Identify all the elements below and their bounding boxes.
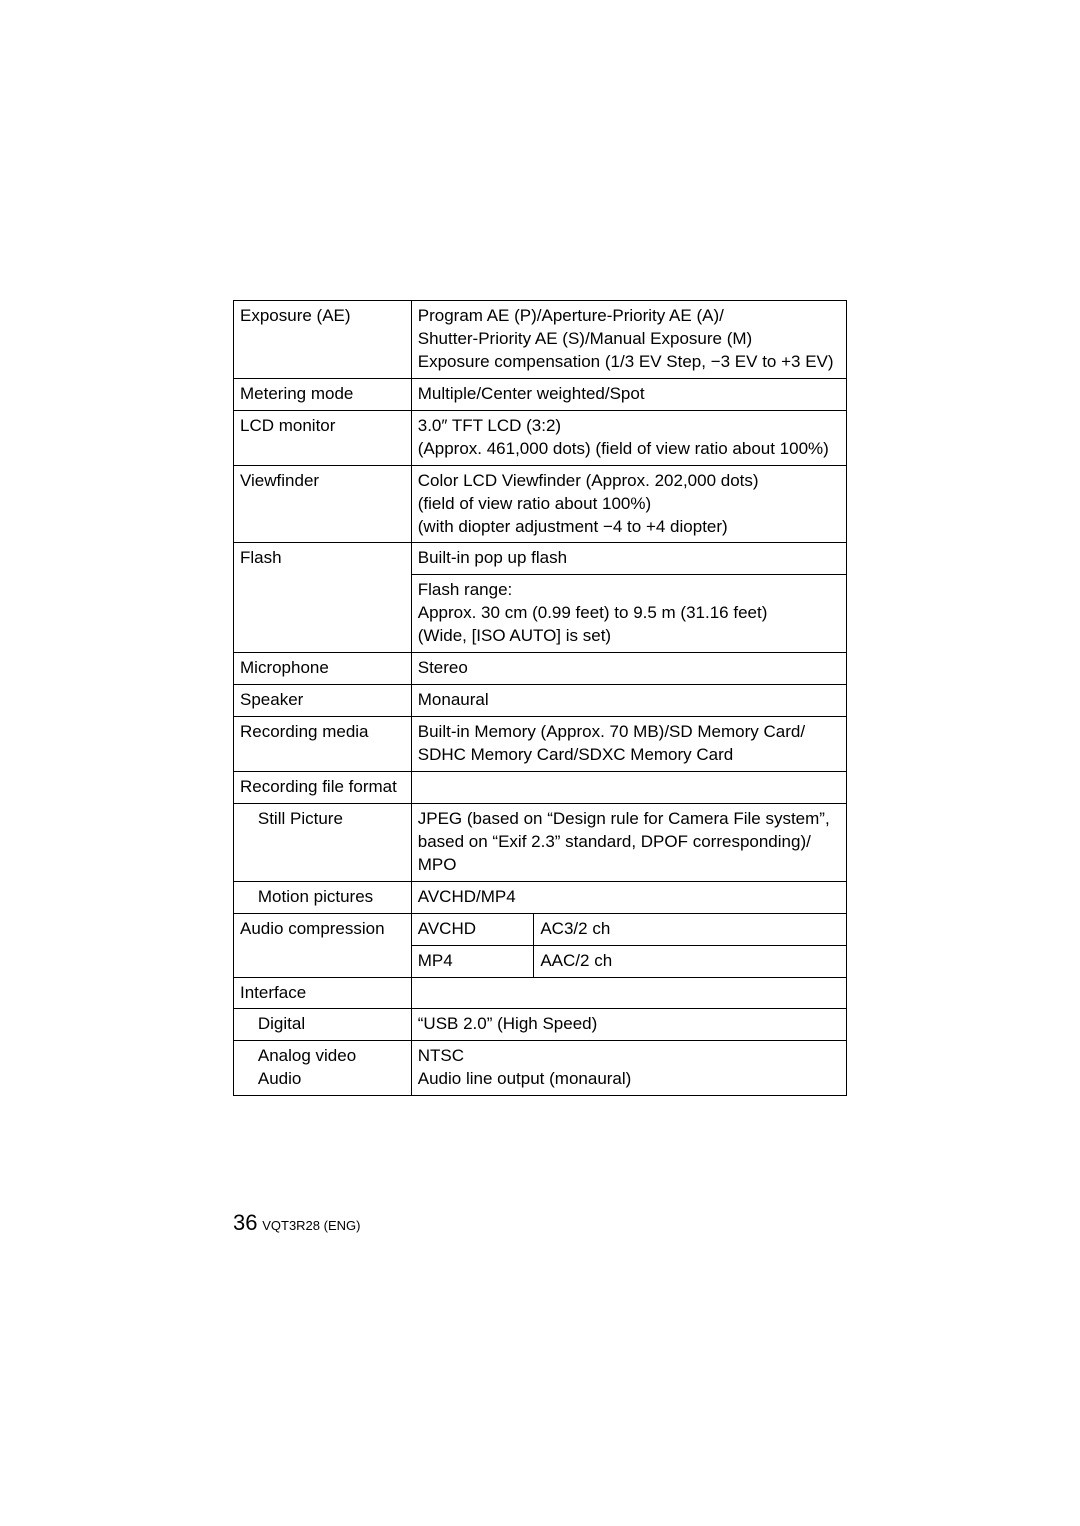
indent-cell — [234, 881, 252, 913]
page-footer: 36 VQT3R28 (ENG) — [233, 1210, 360, 1236]
row-label: Recording file format — [234, 771, 412, 803]
row-value: AVCHD/MP4 — [411, 881, 846, 913]
row-value: AC3/2 ch — [534, 913, 847, 945]
row-label: Metering mode — [234, 378, 412, 410]
row-value: Built-in pop up flash — [411, 543, 846, 575]
row-label: Audio compression — [234, 913, 412, 977]
page-number: 36 — [233, 1210, 257, 1235]
row-label: Flash — [234, 543, 412, 653]
row-value: 3.0″ TFT LCD (3:2) (Approx. 461,000 dots… — [411, 410, 846, 465]
row-value: NTSC Audio line output (monaural) — [411, 1041, 846, 1096]
row-value: Stereo — [411, 653, 846, 685]
row-label: Viewfinder — [234, 465, 412, 543]
row-value: “USB 2.0” (High Speed) — [411, 1009, 846, 1041]
row-label: Recording media — [234, 717, 412, 772]
row-value: Multiple/Center weighted/Spot — [411, 378, 846, 410]
row-label: Microphone — [234, 653, 412, 685]
row-value: Monaural — [411, 685, 846, 717]
row-value: Built-in Memory (Approx. 70 MB)/SD Memor… — [411, 717, 846, 772]
row-value: AVCHD — [411, 913, 534, 945]
row-sublabel: Still Picture — [252, 803, 411, 881]
row-sublabel: Digital — [252, 1009, 411, 1041]
spec-table: Exposure (AE) Program AE (P)/Aperture-Pr… — [233, 300, 847, 1096]
row-label: Exposure (AE) — [234, 301, 412, 379]
row-sublabel: Analog video Audio — [252, 1041, 411, 1096]
row-label: Speaker — [234, 685, 412, 717]
row-value: Color LCD Viewfinder (Approx. 202,000 do… — [411, 465, 846, 543]
row-value: Program AE (P)/Aperture-Priority AE (A)/… — [411, 301, 846, 379]
row-value: AAC/2 ch — [534, 945, 847, 977]
row-value — [411, 771, 846, 803]
row-value: MP4 — [411, 945, 534, 977]
row-value: Flash range: Approx. 30 cm (0.99 feet) t… — [411, 575, 846, 653]
doc-code: VQT3R28 (ENG) — [262, 1218, 360, 1233]
indent-cell — [234, 803, 252, 881]
row-label: Interface — [234, 977, 412, 1009]
row-label: LCD monitor — [234, 410, 412, 465]
row-sublabel: Motion pictures — [252, 881, 411, 913]
indent-cell — [234, 1009, 252, 1041]
indent-cell — [234, 1041, 252, 1096]
row-value: JPEG (based on “Design rule for Camera F… — [411, 803, 846, 881]
row-value — [411, 977, 846, 1009]
